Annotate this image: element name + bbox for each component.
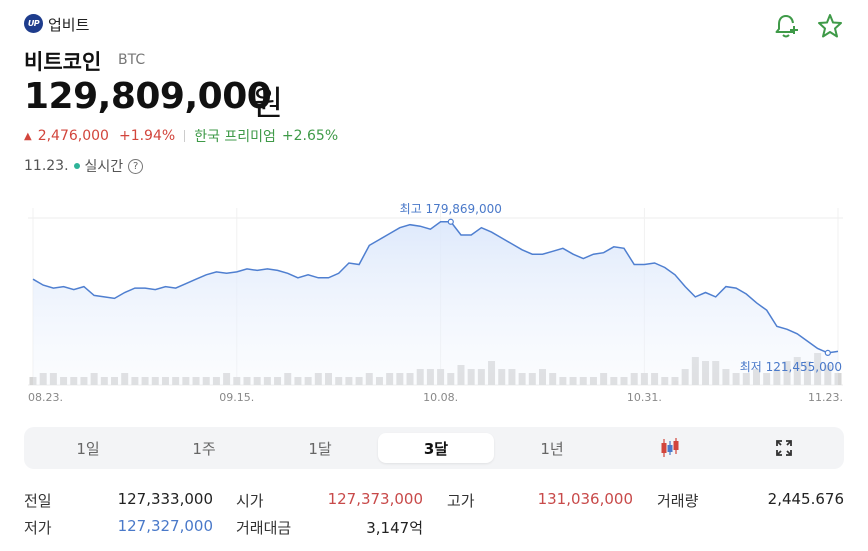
realtime-dot-icon — [73, 163, 80, 169]
premium-value: +2.65% — [281, 128, 339, 144]
price-line — [32, 221, 839, 354]
period-tabs: 1일 1주 1달 3달 1년 — [24, 427, 844, 469]
x-tick-label: 10.31. — [627, 391, 662, 404]
volume-value: 2,445.676 — [767, 490, 844, 508]
premium-label: 한국 프리미엄 — [194, 129, 276, 145]
change-percent: +1.94% — [118, 128, 176, 144]
exchange-logo: UP — [24, 14, 43, 33]
low-label: 저가 — [24, 519, 52, 537]
high-value: 131,036,000 — [537, 490, 633, 508]
x-tick-label: 10.08. — [423, 391, 458, 404]
high-point — [447, 218, 454, 225]
x-tick-label: 11.23. — [808, 391, 843, 404]
coin-name: 비트코인 — [24, 50, 102, 74]
low-label: 최저 121,455,000 — [740, 360, 842, 374]
tab-1year[interactable]: 1년 — [540, 439, 564, 458]
tab-1week[interactable]: 1주 — [192, 439, 216, 458]
star-icon[interactable] — [816, 12, 844, 40]
volume-label: 거래량 — [657, 492, 699, 510]
fullscreen-icon[interactable] — [726, 433, 842, 463]
prev-close-label: 전일 — [24, 492, 52, 510]
prev-close-value: 127,333,000 — [117, 490, 213, 508]
help-icon[interactable]: ? — [128, 158, 144, 174]
realtime-label: 실시간 — [84, 159, 124, 175]
high-label: 최고 179,869,000 — [400, 202, 502, 216]
open-label: 시가 — [236, 492, 264, 510]
divider — [184, 130, 186, 142]
open-value: 127,373,000 — [327, 490, 423, 508]
high-label: 고가 — [447, 492, 475, 510]
low-value: 127,327,000 — [117, 517, 213, 535]
low-point — [824, 349, 831, 357]
change-row: ▲ 2,476,000 +1.94% 한국 프리미엄 +2.65% — [24, 126, 338, 146]
bell-plus-icon[interactable] — [772, 12, 800, 40]
trade-value-label: 거래대금 — [236, 519, 292, 537]
current-price: 129,809,000 — [24, 76, 272, 117]
price-unit: 원 — [252, 84, 284, 124]
up-arrow-icon: ▲ — [24, 130, 32, 142]
price-area — [33, 221, 838, 385]
price-date: 11.23. — [24, 158, 69, 174]
tab-1day[interactable]: 1일 — [76, 439, 100, 458]
trade-value-value: 3,147억 — [366, 519, 423, 537]
price-chart[interactable]: 최고 179,869,000 최저 121,455,000 08.23. 09.15… — [0, 190, 868, 410]
change-amount: 2,476,000 — [37, 128, 109, 144]
tab-3months[interactable]: 3달 — [378, 433, 494, 463]
coin-ticker: BTC — [118, 52, 146, 68]
candlestick-icon[interactable] — [612, 433, 728, 463]
time-row: 11.23. 실시간 ? — [24, 156, 144, 176]
tab-1month[interactable]: 1달 — [308, 439, 332, 458]
x-tick-label: 09.15. — [219, 391, 254, 404]
exchange-name[interactable]: 업비트 — [48, 16, 90, 34]
x-tick-label: 08.23. — [28, 391, 63, 404]
